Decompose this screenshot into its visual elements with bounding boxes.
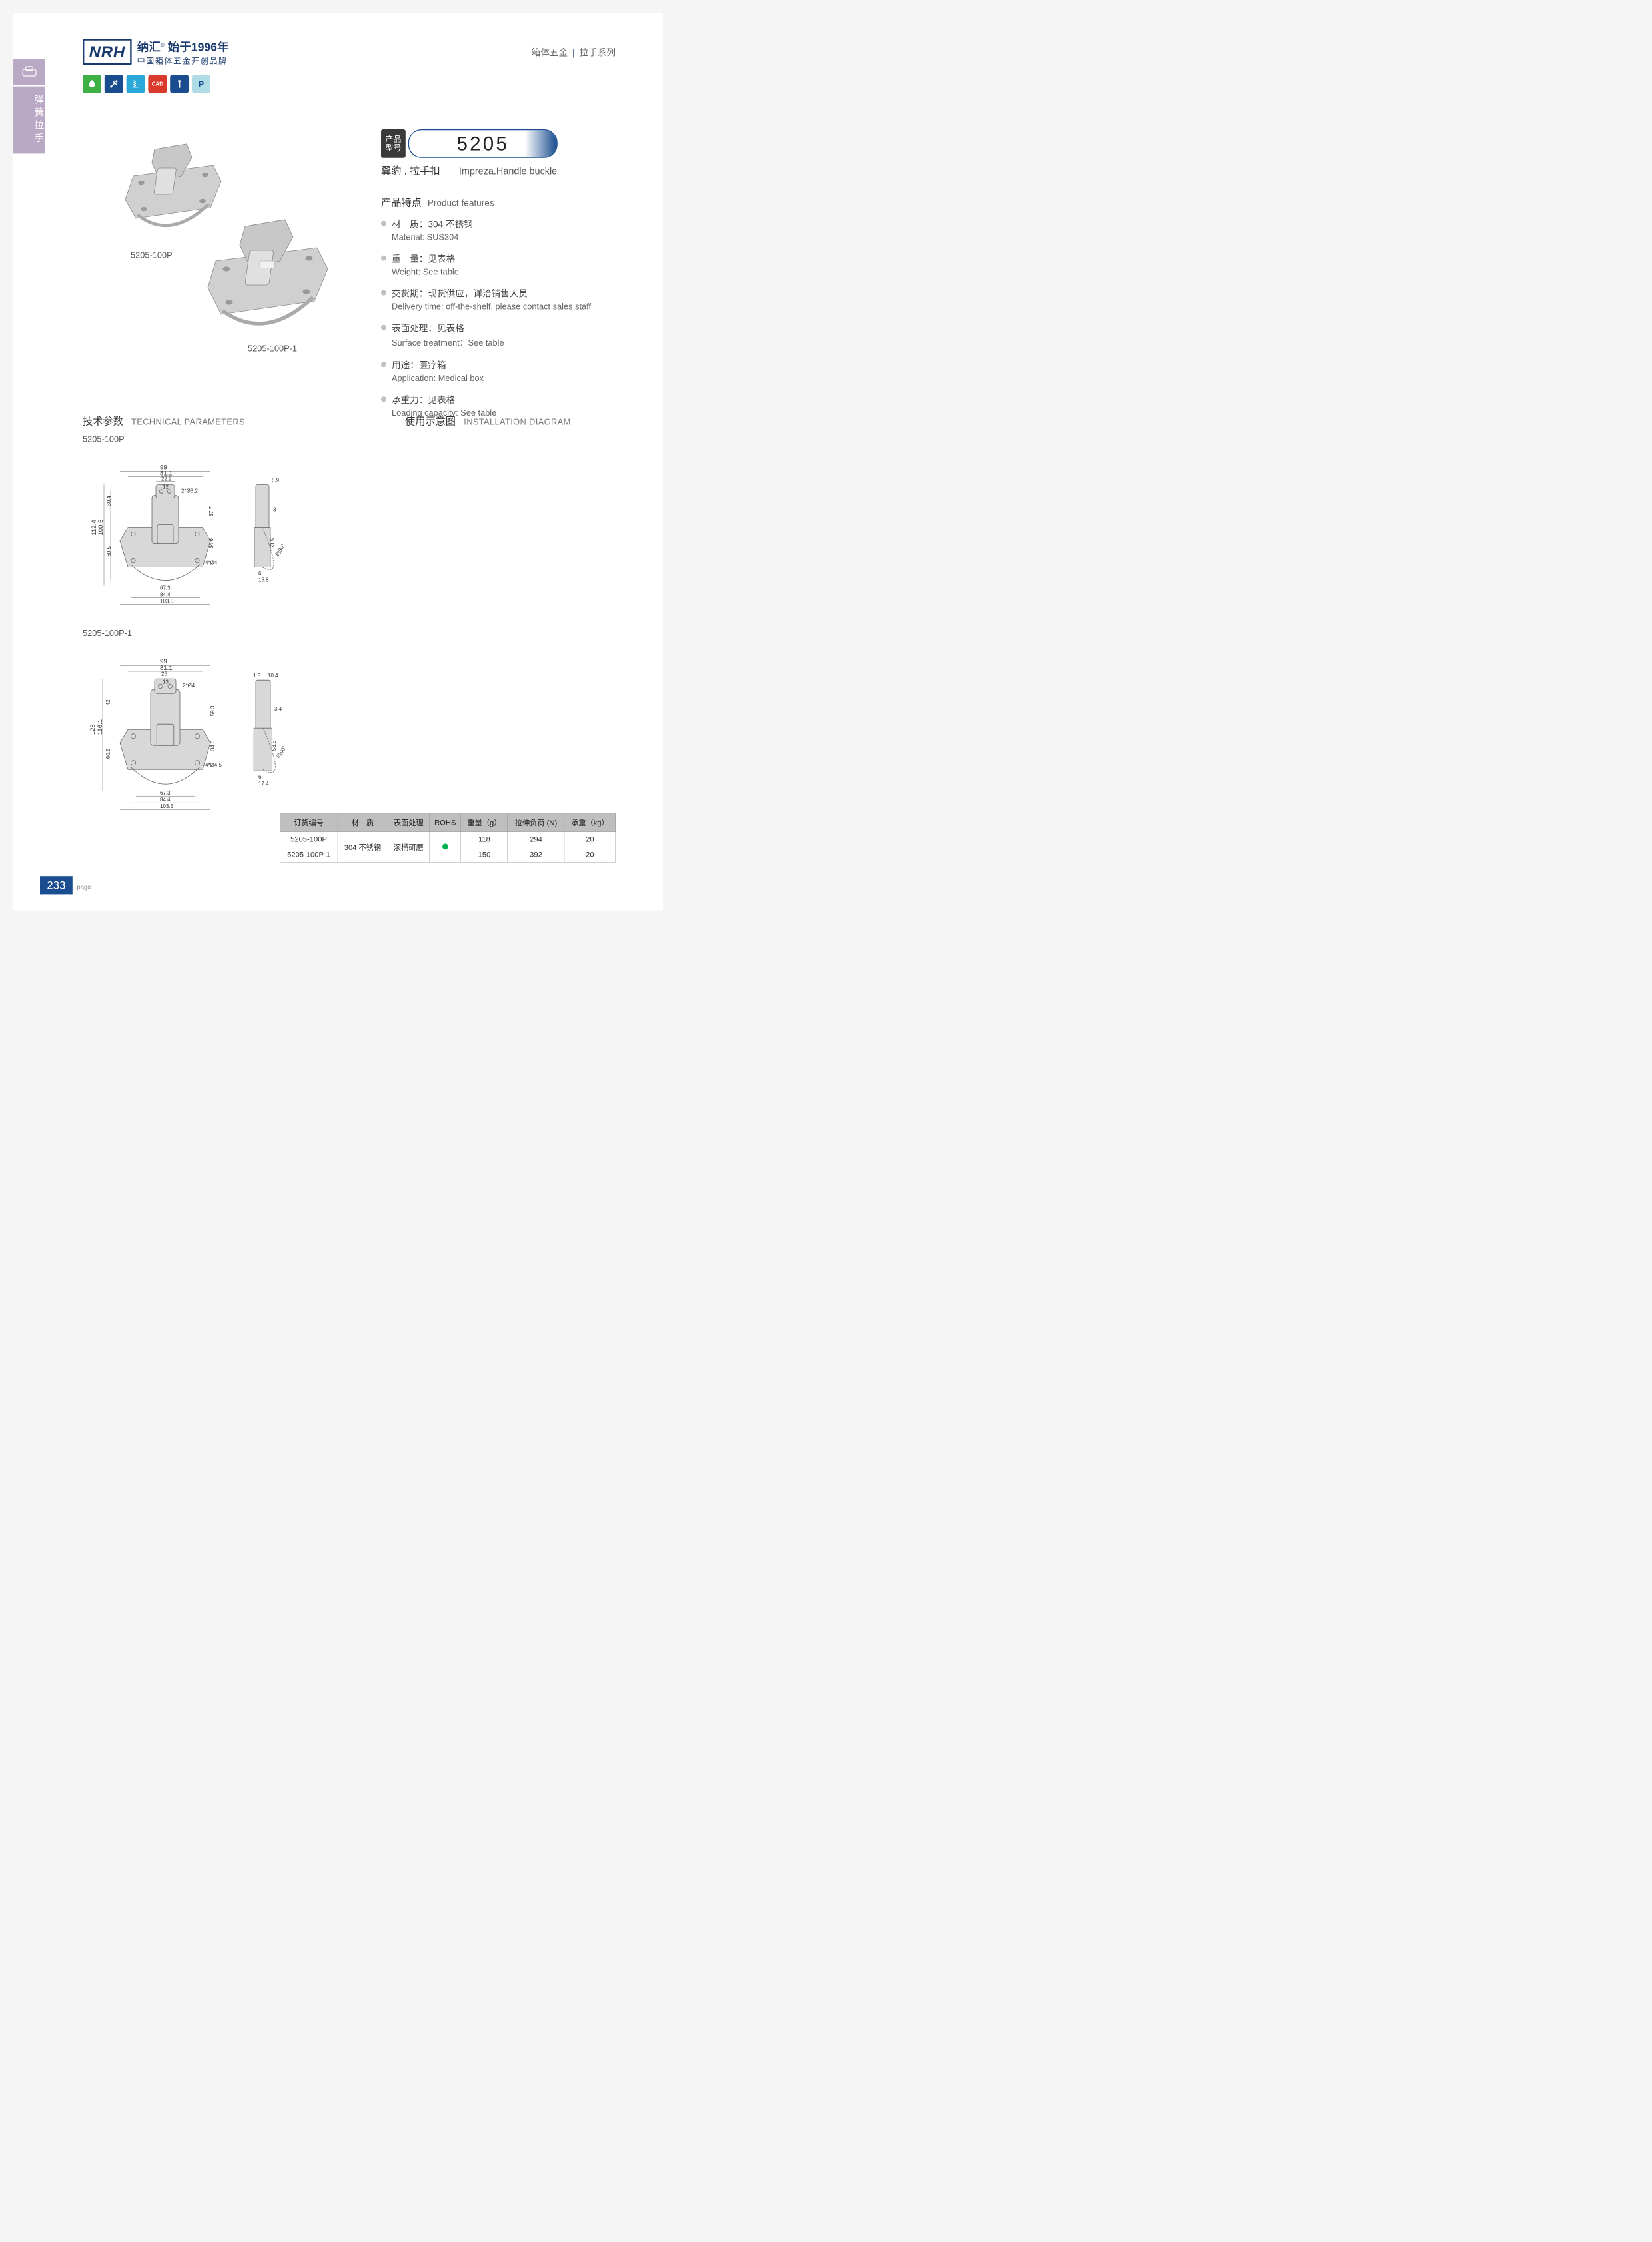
- svg-text:8.9: 8.9: [272, 478, 280, 484]
- svg-text:84.4: 84.4: [160, 797, 171, 803]
- svg-text:6: 6: [258, 774, 262, 780]
- drawing-1: 99 81.1 22.2 12 2*Ø3.2 112.4 100.5 30.4 …: [83, 448, 328, 618]
- table-header: 承重（kg）: [564, 813, 616, 832]
- tech-title: 技术参数 TECHNICAL PARAMETERS: [83, 413, 245, 428]
- feature-item: 材 质：304 不锈钢Material: SUS304: [381, 217, 616, 242]
- svg-text:3: 3: [273, 507, 276, 513]
- svg-text:60.5: 60.5: [106, 546, 112, 556]
- feature-item: 交货期：现货供应，详洽销售人员Delivery time: off-the-sh…: [381, 286, 616, 312]
- svg-text:67.3: 67.3: [160, 790, 171, 796]
- logo-line1: 纳汇® 始于1996年: [137, 37, 229, 55]
- svg-text:10.4: 10.4: [268, 673, 278, 679]
- model-label: 产品 型号: [381, 129, 406, 158]
- dwg2-label: 5205-100P-1: [83, 629, 616, 639]
- svg-text:60.5: 60.5: [105, 748, 111, 759]
- handle-icon: [13, 59, 45, 85]
- table-header: 订货编号: [280, 813, 338, 832]
- svg-text:59.3: 59.3: [210, 705, 216, 716]
- tech-drawings: 5205-100P: [83, 434, 616, 839]
- feature-icons: CAD P: [83, 75, 210, 93]
- spec-table: 订货编号材 质表面处理ROHS重量（g）拉伸负荷 (N)承重（kg） 5205-…: [280, 813, 616, 863]
- logo-tagline: 中国箱体五金开创品牌: [137, 55, 229, 67]
- page-header: NRH 纳汇® 始于1996年 中国箱体五金开创品牌 箱体五金 | 拉手系列: [83, 37, 616, 66]
- svg-text:13: 13: [163, 679, 169, 685]
- svg-text:84.4: 84.4: [160, 592, 171, 598]
- model-number: 5205: [408, 129, 558, 158]
- model-sub-en: Impreza.Handle buckle: [459, 165, 557, 176]
- model-subtitle: 翼豹 . 拉手扣 Impreza.Handle buckle: [381, 163, 557, 177]
- dwg1-label: 5205-100P: [83, 434, 616, 444]
- product-render: [83, 112, 362, 352]
- model-badge: 产品 型号 5205: [381, 129, 558, 158]
- feature-item: 表面处理：见表格Surface treatment：See table: [381, 321, 616, 348]
- product-label-2: 5205-100P-1: [248, 344, 297, 354]
- screw-icon: [170, 75, 189, 93]
- logo-abbr: NRH: [83, 39, 132, 65]
- svg-text:100.5: 100.5: [97, 520, 105, 536]
- table-header: 重量（g）: [461, 813, 508, 832]
- model-sub-cn: 翼豹 . 拉手扣: [381, 165, 440, 177]
- install-title: 使用示意图 INSTALLATION DIAGRAM: [405, 413, 571, 428]
- svg-text:53.5: 53.5: [271, 740, 277, 751]
- page-num-label: page: [77, 883, 91, 891]
- svg-text:103.5: 103.5: [160, 803, 174, 809]
- svg-text:1.5: 1.5: [253, 673, 261, 679]
- svg-text:4*Ø4: 4*Ø4: [205, 560, 218, 566]
- rohs-dot: [442, 843, 448, 849]
- eco-icon: [83, 75, 101, 93]
- svg-text:99: 99: [160, 658, 167, 665]
- svg-text:30.4: 30.4: [106, 495, 112, 506]
- side-tab: 弹簧拉手: [13, 59, 45, 153]
- svg-text:103.5: 103.5: [160, 599, 174, 605]
- breadcrumb: 箱体五金 | 拉手系列: [532, 45, 616, 59]
- svg-text:2*Ø4: 2*Ø4: [183, 683, 195, 689]
- drawing-2: 99 81.1 26 13 2*Ø4 128 116.1 42 60.5 59.…: [83, 641, 328, 828]
- product-label-1: 5205-100P: [131, 250, 173, 260]
- svg-text:67.3: 67.3: [160, 585, 171, 591]
- table-header: ROHS: [430, 813, 461, 832]
- logo-since: 始于1996年: [168, 41, 229, 54]
- svg-text:6: 6: [258, 571, 262, 577]
- tools-icon: [105, 75, 123, 93]
- page-number: 233 page: [40, 876, 91, 894]
- feature-item: 重 量：见表格Weight: See table: [381, 252, 616, 277]
- feature-item: 用途：医疗箱Application: Medical box: [381, 358, 616, 384]
- svg-text:17.4: 17.4: [258, 781, 269, 787]
- table-header: 表面处理: [388, 813, 429, 832]
- table-header: 拉伸负荷 (N): [508, 813, 564, 832]
- table-header: 材 质: [338, 813, 388, 832]
- breadcrumb-1: 箱体五金: [532, 47, 568, 57]
- svg-text:3.4: 3.4: [274, 706, 282, 712]
- features-block: 产品特点 Product features 材 质：304 不锈钢Materia…: [381, 194, 616, 428]
- svg-text:26: 26: [161, 671, 167, 677]
- svg-text:12: 12: [163, 484, 169, 490]
- p-icon: P: [192, 75, 210, 93]
- svg-text:34.6: 34.6: [210, 740, 216, 751]
- catalog-page: NRH 纳汇® 始于1996年 中国箱体五金开创品牌 箱体五金 | 拉手系列 弹…: [13, 13, 663, 910]
- cad-icon: CAD: [148, 75, 167, 93]
- page-num-value: 233: [40, 876, 73, 894]
- svg-text:128: 128: [89, 724, 97, 735]
- logo-text: 纳汇® 始于1996年 中国箱体五金开创品牌: [137, 37, 229, 66]
- svg-text:4*Ø4.5: 4*Ø4.5: [205, 762, 222, 768]
- logo-cn: 纳汇: [137, 41, 161, 54]
- product-images: 5205-100P 5205-100P-1: [83, 112, 362, 352]
- svg-text:2*Ø3.2: 2*Ø3.2: [181, 488, 198, 494]
- svg-text:37.7: 37.7: [208, 506, 214, 516]
- svg-text:112.4: 112.4: [91, 520, 98, 536]
- table-row: 5205-100P304 不锈钢滚桶研磨11829420: [280, 832, 616, 847]
- side-label: 弹簧拉手: [13, 87, 45, 154]
- svg-text:15.8: 15.8: [258, 577, 269, 583]
- svg-text:34.6: 34.6: [208, 538, 214, 548]
- logo-block: NRH 纳汇® 始于1996年 中国箱体五金开创品牌: [83, 37, 229, 66]
- breadcrumb-2: 拉手系列: [580, 47, 616, 57]
- features-title: 产品特点 Product features: [381, 194, 616, 209]
- svg-text:53.5: 53.5: [270, 538, 276, 548]
- spring-icon: [127, 75, 145, 93]
- svg-text:42: 42: [105, 699, 111, 705]
- svg-text:116.1: 116.1: [97, 719, 104, 735]
- svg-text:22.2: 22.2: [161, 476, 172, 482]
